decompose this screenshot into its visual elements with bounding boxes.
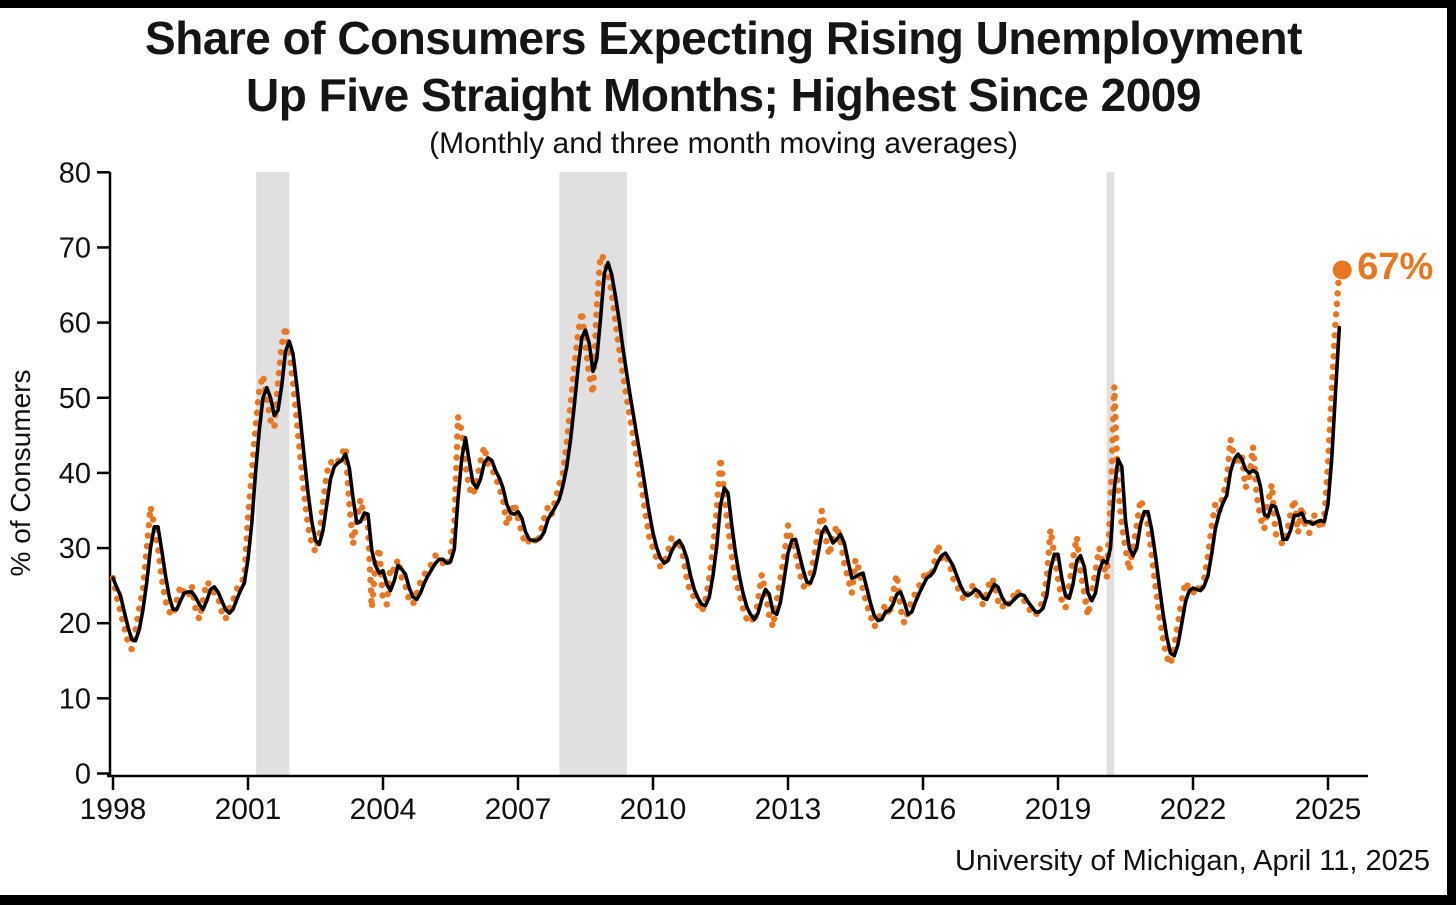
moving-average-line bbox=[111, 260, 1342, 658]
title-block: Share of Consumers Expecting Rising Unem… bbox=[0, 10, 1447, 161]
x-axis-tick-label: 2001 bbox=[215, 793, 282, 826]
y-axis-tick-label: 60 bbox=[59, 308, 91, 340]
recession-band bbox=[256, 172, 290, 776]
x-axis-tick-label: 2010 bbox=[620, 793, 687, 826]
x-axis-tick-label: 2019 bbox=[1025, 793, 1092, 826]
x-axis-tick-label: 2025 bbox=[1295, 793, 1362, 826]
y-axis-tick-label: 80 bbox=[59, 157, 91, 189]
x-axis-tick-label: 2022 bbox=[1160, 793, 1227, 826]
y-axis-tick-label: 40 bbox=[59, 458, 91, 490]
x-axis-tick-label: 2016 bbox=[890, 793, 957, 826]
x-axis-tick-label: 2013 bbox=[755, 793, 822, 826]
source-attribution: University of Michigan, April 11, 2025 bbox=[955, 845, 1430, 877]
x-axis-tick-label: 2007 bbox=[485, 793, 552, 826]
y-axis-tick-label: 70 bbox=[59, 232, 91, 264]
x-axis-tick-label: 1998 bbox=[80, 793, 147, 826]
top-border-bar bbox=[0, 0, 1456, 8]
y-axis-tick-label: 20 bbox=[59, 608, 91, 640]
right-border-bar bbox=[1447, 0, 1456, 905]
monthly-series-line bbox=[109, 251, 1343, 668]
y-axis-tick-label: 0 bbox=[75, 759, 91, 791]
x-axis-tick-label: 2004 bbox=[350, 793, 417, 826]
y-axis-title: % of Consumers bbox=[5, 370, 36, 577]
end-point-label: 67% bbox=[1357, 246, 1433, 288]
chart-subtitle: (Monthly and three month moving averages… bbox=[429, 127, 1018, 160]
y-axis-tick-label: 10 bbox=[59, 683, 91, 715]
chart-title-line2: Up Five Straight Months; Highest Since 2… bbox=[246, 69, 1201, 121]
y-axis-tick-label: 30 bbox=[59, 533, 91, 565]
bottom-border-bar bbox=[0, 895, 1456, 905]
chart-title-line1: Share of Consumers Expecting Rising Unem… bbox=[145, 12, 1302, 64]
recession-band bbox=[559, 172, 627, 776]
end-point-dot bbox=[1332, 260, 1352, 280]
y-axis-tick-label: 50 bbox=[59, 383, 91, 415]
